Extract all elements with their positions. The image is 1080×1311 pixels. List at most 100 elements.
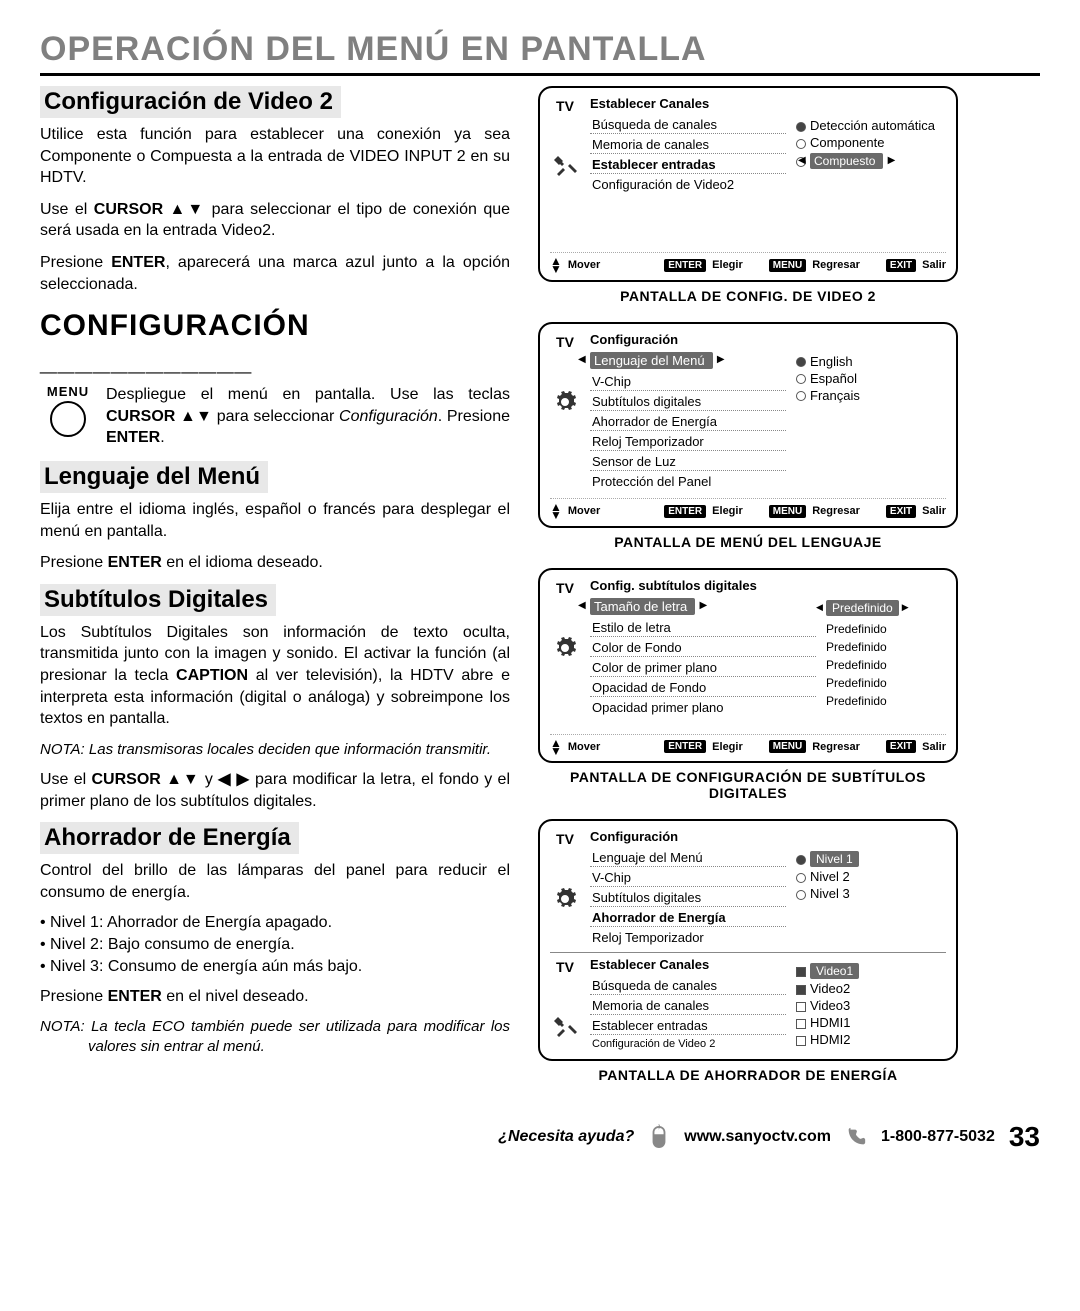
radio-icon [796,122,806,132]
mouse-icon [648,1124,670,1150]
menu-item: Color de Fondo [590,638,816,657]
menu-item: V-Chip [590,372,786,391]
menu-button-icon: MENU [769,505,806,518]
checkbox-icon [796,985,806,995]
radio-icon [796,374,806,384]
enter-button-icon: ENTER [664,740,706,753]
value: Predefinido [826,656,946,674]
menu-item: Búsqueda de canales [590,115,786,134]
exit-button-icon: EXIT [886,505,916,518]
page-footer: ¿Necesita ayuda? www.sanyoctv.com 1-800-… [40,1121,1040,1153]
option-label: English [810,354,853,369]
ahorrador-b3: • Nivel 3: Consumo de energía aún más ba… [40,958,510,976]
radio-icon [796,855,806,865]
note-text: La tecla ECO también puede ser utilizada… [88,1018,510,1055]
option-label: Français [810,388,860,403]
menu-item: Establecer entradas [590,155,786,174]
menu-button-icon: MENU [769,740,806,753]
menu-item: Opacidad de Fondo [590,678,816,697]
option-row: Nivel 3 [796,886,946,901]
ahorrador-b2: • Nivel 2: Bajo consumo de energía. [40,936,510,954]
tools-icon [553,154,577,178]
screen-lenguaje: TV Configuración Lenguaje del Menú V-Chi… [538,322,958,528]
screen-caption: PANTALLA DE CONFIG. DE VIDEO 2 [538,288,958,304]
option-row-selected: Video1 [796,963,946,979]
option-label: Nivel 3 [810,886,850,901]
tv-label: TV [556,98,574,114]
menu-item: Memoria de canales [590,135,786,154]
text: Presione [40,254,111,271]
footer-label: Regresar [812,259,860,271]
value: Predefinido [826,674,946,692]
enter-button-icon: ENTER [664,259,706,272]
tv-label: TV [556,334,574,350]
tools-icon [553,1015,577,1039]
menu-circle-icon [50,401,86,437]
screen-video2: TV Establecer Canales Búsqueda de canale… [538,86,958,282]
menu-item: Ahorrador de Energía [590,908,786,927]
menu-heading: Establecer Canales [590,96,786,111]
screen-subtitulos: TV Config. subtítulos digitales Tamaño d… [538,568,958,764]
option-label: HDMI2 [810,1032,850,1047]
note-prefix: NOTA: [40,1018,91,1035]
menu-button-icon: MENU [769,259,806,272]
ahorrador-p2: Presione ENTER en el nivel deseado. [40,986,510,1008]
text: para seleccionar [212,408,339,425]
menu-label: MENU [40,384,96,399]
tv-label: TV [556,959,574,975]
text-italic: Configuración [339,408,438,425]
option-label: Compuesto [810,153,883,169]
option-label: Video3 [810,998,850,1013]
arrows-icon: ▲▼ [550,257,562,274]
radio-icon [796,890,806,900]
menu-item-selected: Tamaño de letra [590,598,695,615]
subtitulos-note: NOTA: Las transmisoras locales deciden q… [40,740,510,760]
gear-icon [553,636,577,660]
rule: ____________ [40,344,252,378]
ahorrador-b1: • Nivel 1: Ahorrador de Energía apagado. [40,914,510,932]
text: CONFIGURACIÓN [40,309,310,342]
config-title: CONFIGURACIÓN ____________ [40,309,510,378]
phone-text: 1-800-877-5032 [881,1128,995,1146]
phone-icon [845,1124,867,1150]
option-label: Detección automática [810,118,935,133]
option-row: Video2 [796,981,946,996]
option-label: Video2 [810,981,850,996]
menu-item: Estilo de letra [590,618,816,637]
footer-label: Salir [922,741,946,753]
note-text: Las transmisoras locales deciden que inf… [89,741,491,758]
option-row: Video3 [796,998,946,1013]
checkbox-icon [796,967,806,977]
url-text: www.sanyoctv.com [684,1128,831,1146]
option-label: Español [810,371,857,386]
menu-heading: Config. subtítulos digitales [590,578,816,593]
lenguaje-title: Lenguaje del Menú [40,461,268,493]
checkbox-icon [796,1002,806,1012]
screen-caption: PANTALLA DE AHORRADOR DE ENERGÍA [538,1067,958,1083]
screen-footer: ▲▼ Mover ENTER Elegir MENU Regresar EXIT… [550,252,946,274]
text: Despliegue el menú en pantalla. Use las … [106,386,510,403]
option-row: HDMI2 [796,1032,946,1047]
help-text: ¿Necesita ayuda? [498,1128,634,1146]
footer-label: Mover [568,259,600,271]
right-column: TV Establecer Canales Búsqueda de canale… [538,86,958,1101]
arrows-icon: ▲▼ [550,739,562,756]
video2-title: Configuración de Video 2 [40,86,341,118]
screen-caption: PANTALLA DE CONFIGURACIÓN DE SUBTÍTULOS … [538,769,958,801]
footer-label: Elegir [712,259,743,271]
radio-icon [796,873,806,883]
menu-item: Establecer entradas [590,1016,786,1035]
lenguaje-p2: Presione ENTER en el idioma deseado. [40,552,510,574]
note-prefix: NOTA: [40,741,89,758]
value: Predefinido [826,638,946,656]
footer-label: Mover [568,741,600,753]
text: y [200,771,219,788]
option-row: Nivel 2 [796,869,946,884]
value-selected: Predefinido [826,600,899,616]
footer-label: Regresar [812,505,860,517]
option-label: Video1 [810,963,859,979]
menu-item: Ahorrador de Energía [590,412,786,431]
text-bold: ENTER [108,554,162,571]
option-row: Componente [796,135,946,150]
menu-item: Reloj Temporizador [590,432,786,451]
